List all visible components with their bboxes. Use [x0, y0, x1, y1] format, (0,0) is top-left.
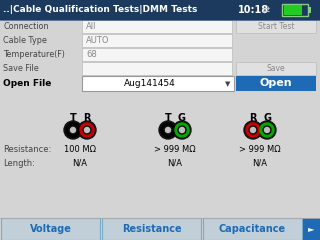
FancyBboxPatch shape: [236, 76, 316, 91]
FancyBboxPatch shape: [0, 93, 320, 203]
Text: Resistance:: Resistance:: [3, 145, 51, 155]
FancyBboxPatch shape: [82, 62, 232, 75]
Text: Resistance: Resistance: [122, 224, 181, 234]
FancyBboxPatch shape: [236, 62, 316, 75]
Text: Temperature(F): Temperature(F): [3, 50, 65, 59]
Circle shape: [265, 127, 269, 132]
FancyBboxPatch shape: [0, 20, 320, 108]
Text: AUTO: AUTO: [86, 36, 109, 45]
Text: ▼: ▼: [225, 81, 231, 87]
Circle shape: [164, 126, 172, 134]
FancyBboxPatch shape: [236, 20, 316, 33]
Circle shape: [260, 123, 274, 137]
Text: 10:18: 10:18: [238, 5, 269, 15]
Circle shape: [263, 126, 271, 134]
Text: > 999 MΩ: > 999 MΩ: [154, 145, 196, 155]
Text: Capacitance: Capacitance: [219, 224, 286, 234]
FancyBboxPatch shape: [102, 218, 201, 240]
Circle shape: [161, 123, 175, 137]
Circle shape: [178, 126, 186, 134]
Text: ..|Cable Qualification Tests|DMM Tests: ..|Cable Qualification Tests|DMM Tests: [3, 6, 197, 14]
Text: Open File: Open File: [3, 79, 52, 88]
Text: R: R: [249, 113, 257, 123]
Circle shape: [159, 121, 177, 139]
Text: 68: 68: [86, 50, 97, 59]
FancyBboxPatch shape: [1, 218, 100, 240]
FancyBboxPatch shape: [203, 218, 302, 240]
Circle shape: [173, 121, 191, 139]
Text: Connection: Connection: [3, 22, 49, 31]
Text: G: G: [263, 113, 271, 123]
Circle shape: [251, 127, 255, 132]
Circle shape: [84, 127, 90, 132]
FancyBboxPatch shape: [82, 20, 232, 33]
Text: Aug141454: Aug141454: [124, 79, 176, 88]
Circle shape: [80, 123, 94, 137]
FancyBboxPatch shape: [284, 5, 302, 15]
Circle shape: [70, 127, 76, 132]
Text: N/A: N/A: [252, 158, 268, 168]
FancyBboxPatch shape: [82, 48, 232, 61]
Text: > 999 MΩ: > 999 MΩ: [239, 145, 281, 155]
Text: N/A: N/A: [73, 158, 87, 168]
Circle shape: [83, 126, 91, 134]
FancyBboxPatch shape: [303, 218, 320, 240]
Circle shape: [69, 126, 77, 134]
FancyBboxPatch shape: [82, 76, 234, 91]
Text: ►: ►: [308, 224, 314, 234]
Text: All: All: [86, 22, 97, 31]
Text: 100 MΩ: 100 MΩ: [64, 145, 96, 155]
Circle shape: [64, 121, 82, 139]
FancyBboxPatch shape: [308, 7, 311, 13]
Text: Length:: Length:: [3, 158, 35, 168]
FancyBboxPatch shape: [282, 4, 308, 16]
Circle shape: [258, 121, 276, 139]
Circle shape: [244, 121, 262, 139]
Text: Voltage: Voltage: [29, 224, 71, 234]
FancyBboxPatch shape: [0, 0, 320, 20]
Text: Start Test: Start Test: [258, 22, 294, 31]
Circle shape: [246, 123, 260, 137]
Text: T: T: [70, 113, 76, 123]
Circle shape: [165, 127, 171, 132]
Text: Cable Type: Cable Type: [3, 36, 47, 45]
Text: G: G: [178, 113, 186, 123]
Circle shape: [249, 126, 257, 134]
Text: T: T: [164, 113, 172, 123]
Text: Save File: Save File: [3, 64, 39, 73]
Circle shape: [78, 121, 96, 139]
Text: N/A: N/A: [167, 158, 182, 168]
Circle shape: [175, 123, 189, 137]
FancyBboxPatch shape: [82, 34, 232, 47]
Text: Open: Open: [260, 78, 292, 89]
Text: Save: Save: [267, 64, 285, 73]
Circle shape: [66, 123, 80, 137]
Text: R: R: [83, 113, 91, 123]
Text: ⇄: ⇄: [262, 5, 270, 15]
Circle shape: [180, 127, 185, 132]
